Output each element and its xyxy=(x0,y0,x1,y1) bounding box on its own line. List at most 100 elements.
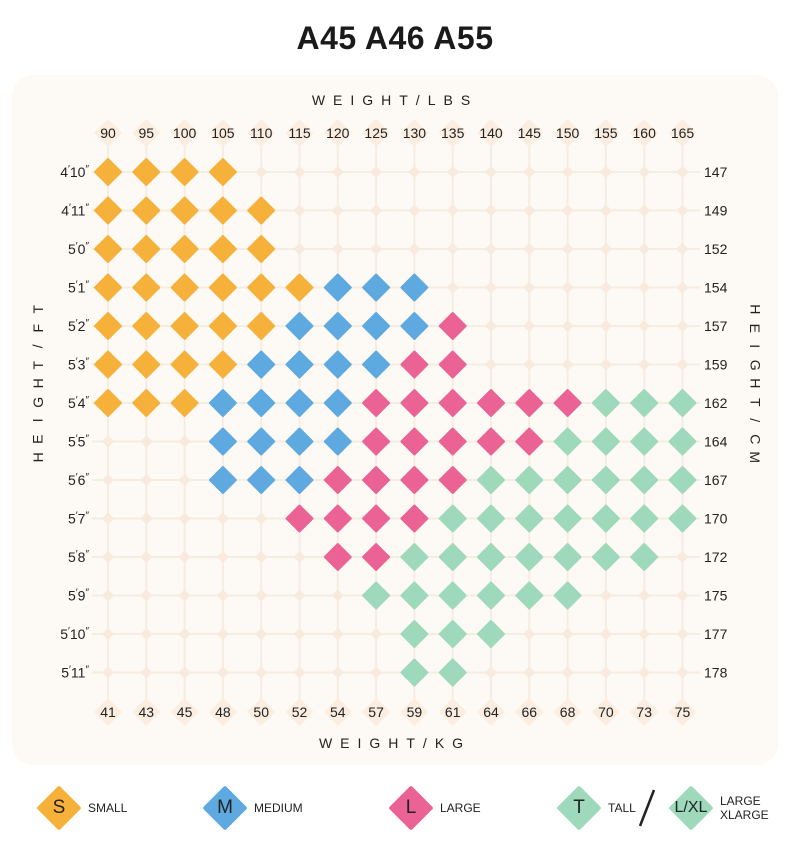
grid-dot xyxy=(638,243,651,255)
grid-dot xyxy=(676,320,689,332)
height-ft-tick-label: 4′11″ xyxy=(61,203,89,219)
size-cell-tall xyxy=(553,427,582,456)
height-ft-tick-label: 5′10″ xyxy=(60,626,89,642)
grid-dot xyxy=(140,551,153,563)
grid-dot xyxy=(293,166,306,178)
grid-dot xyxy=(255,166,268,178)
size-cell-small xyxy=(94,350,122,379)
tick-bg-diamond xyxy=(515,698,544,726)
size-cell-medium xyxy=(285,350,314,379)
height-cm-tick-label: 178 xyxy=(704,665,728,681)
tick-bg-diamond xyxy=(630,119,659,147)
size-cell-tall xyxy=(400,543,429,571)
grid-dot xyxy=(561,358,574,371)
weight-lbs-tick-label: 145 xyxy=(518,125,542,141)
grid-dot xyxy=(102,474,114,486)
tick-bg-diamond xyxy=(94,698,122,726)
size-cell-medium xyxy=(362,273,391,302)
grid-dot xyxy=(140,512,153,525)
legend-label-medium: MEDIUM xyxy=(254,801,303,815)
size-cell-tall xyxy=(630,504,659,533)
grid-dot xyxy=(140,628,153,640)
height-ft-tick-label: 5′0″ xyxy=(68,241,89,257)
size-cell-small xyxy=(170,350,199,379)
legend-letter-large: L xyxy=(405,797,417,818)
grid-dot xyxy=(523,204,536,217)
grid-dot xyxy=(102,551,114,563)
size-cell-small xyxy=(247,312,276,340)
grid-dot xyxy=(293,628,306,640)
grid-dot xyxy=(178,474,191,486)
weight-kg-tick-label: 45 xyxy=(177,704,193,720)
grid-dot xyxy=(178,589,191,602)
size-cell-small xyxy=(170,158,199,186)
grid-dot xyxy=(178,512,191,525)
tick-bg-diamond xyxy=(94,119,122,147)
size-cell-small xyxy=(208,350,237,379)
weight-lbs-axis-title: WEIGHT/LBS xyxy=(311,92,479,108)
size-cell-small xyxy=(94,273,122,302)
tick-bg-diamond xyxy=(400,698,429,726)
size-cell-tall xyxy=(630,427,659,456)
grid-dot xyxy=(523,628,536,640)
grid-dot xyxy=(216,551,229,563)
weight-lbs-tick-label: 90 xyxy=(100,125,116,141)
grid-dot xyxy=(293,666,306,679)
height-ft-tick-label: 5′1″ xyxy=(68,280,89,296)
size-cell-small xyxy=(132,273,161,302)
grid-dot xyxy=(331,589,344,602)
grid-dot xyxy=(599,628,612,640)
height-ft-tick-label: 5′8″ xyxy=(68,549,89,565)
size-cell-large xyxy=(323,466,352,494)
grid-dot xyxy=(331,166,344,178)
grid-dot xyxy=(599,666,612,679)
grid-dot xyxy=(561,166,574,178)
tick-bg-diamond xyxy=(285,698,314,726)
tick-bg-diamond xyxy=(285,119,314,147)
weight-kg-tick-label: 59 xyxy=(407,704,423,720)
grid-dot xyxy=(599,358,612,371)
weight-lbs-tick-label: 150 xyxy=(556,125,580,141)
tick-bg-diamond xyxy=(247,119,276,147)
weight-kg-tick-label: 75 xyxy=(675,704,691,720)
size-cell-medium xyxy=(285,427,314,456)
size-cell-tall xyxy=(362,581,391,610)
tick-bg-diamond xyxy=(477,119,505,147)
grid-dot xyxy=(140,589,153,602)
size-cell-large xyxy=(438,389,467,417)
size-cell-large xyxy=(362,504,391,533)
height-ft-tick-label: 5′6″ xyxy=(68,472,89,488)
size-cell-tall xyxy=(668,389,697,417)
size-cell-tall xyxy=(400,658,429,687)
size-cell-large xyxy=(400,427,429,456)
size-cell-large xyxy=(362,543,391,571)
grid-dot xyxy=(446,204,459,217)
grid-dot xyxy=(561,628,574,640)
grid-dot xyxy=(178,551,191,563)
height-cm-tick-label: 159 xyxy=(704,357,728,373)
size-cell-medium xyxy=(362,350,391,379)
grid-dot xyxy=(599,281,612,294)
weight-lbs-tick-label: 135 xyxy=(441,125,465,141)
grid-dot xyxy=(370,243,383,255)
height-ft-tick-label: 5′9″ xyxy=(68,588,89,604)
height-ft-tick-label: 4′10″ xyxy=(60,164,89,180)
legend-item-medium: M MEDIUM xyxy=(202,785,303,831)
weight-kg-tick-label: 57 xyxy=(368,704,384,720)
size-chart-grid: 90 95 100 105 110 115 120 125 130 135 140 145 150 155… xyxy=(60,119,728,726)
tick-bg-diamond xyxy=(170,119,199,147)
height-cm-tick-label: 175 xyxy=(704,588,728,604)
tick-bg-diamond xyxy=(668,119,697,147)
grid-dot xyxy=(178,628,191,640)
size-cell-tall xyxy=(591,427,620,456)
size-cell-large xyxy=(477,389,505,417)
size-cell-medium xyxy=(247,427,276,456)
weight-lbs-tick-label: 140 xyxy=(479,125,503,141)
grid-dot xyxy=(638,281,651,294)
grid-dot xyxy=(676,628,689,640)
size-cell-tall xyxy=(630,389,659,417)
weight-lbs-tick-label: 100 xyxy=(173,125,197,141)
grid-dot xyxy=(676,204,689,217)
size-cell-tall xyxy=(438,620,467,648)
grid-dot xyxy=(255,589,268,602)
